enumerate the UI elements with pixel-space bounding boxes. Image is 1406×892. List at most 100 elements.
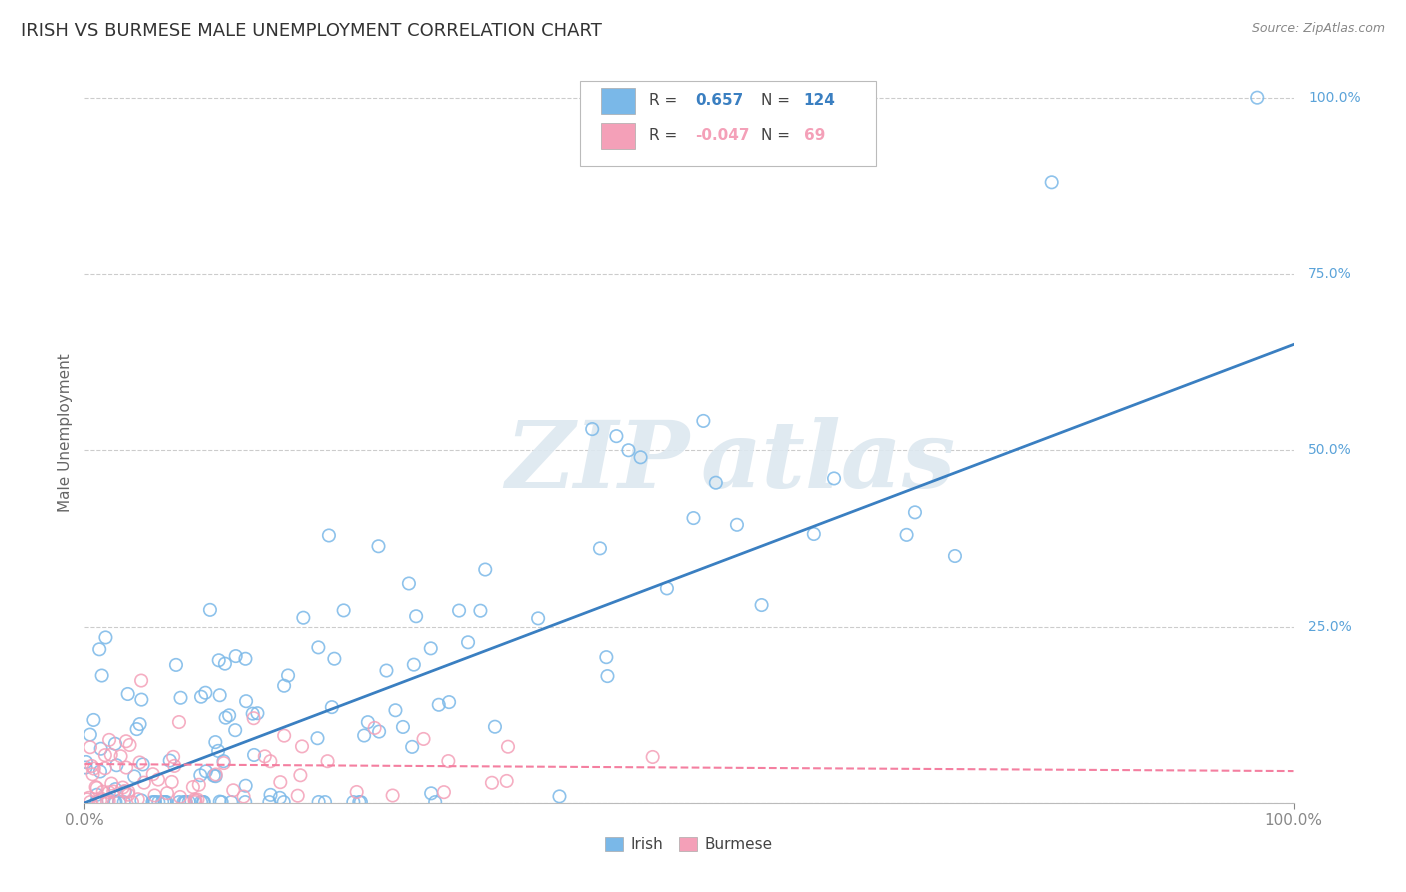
Point [363,721,385,735]
Point [148,795,170,809]
Point [349,795,371,809]
Point [104,795,127,809]
Point [655,582,678,596]
Point [273,795,295,809]
Point [194,764,217,779]
Point [117,785,139,799]
Point [596,669,619,683]
Text: R =: R = [650,128,678,144]
Point [100,776,122,790]
Point [84,795,107,809]
Point [108,795,131,809]
Point [96,795,118,809]
Point [143,795,166,809]
Point [581,422,603,436]
Text: ZIP: ZIP [505,417,689,508]
Text: 75.0%: 75.0% [1308,267,1351,281]
Point [419,641,441,656]
Point [208,688,231,702]
Point [159,754,181,768]
Point [292,611,315,625]
Text: -0.047: -0.047 [695,128,749,144]
Text: atlas: atlas [702,417,956,508]
Point [156,786,179,800]
Point [97,785,120,799]
Point [127,792,149,806]
Point [91,792,114,806]
Point [174,795,197,809]
Point [83,762,105,776]
Point [318,528,340,542]
Point [143,789,166,803]
Point [437,754,460,768]
Point [350,795,373,809]
Point [470,604,492,618]
Point [641,750,664,764]
Text: R =: R = [650,94,678,109]
Point [375,664,398,678]
Point [86,780,108,795]
Point [207,744,229,758]
Point [246,706,269,721]
Point [82,767,104,781]
Point [169,789,191,804]
Point [425,795,447,809]
Point [617,443,640,458]
Point [98,732,121,747]
Point [104,782,127,797]
Point [115,761,138,775]
Point [190,795,212,809]
Point [167,714,190,729]
Point [235,779,257,793]
Point [212,756,235,770]
FancyBboxPatch shape [581,81,876,166]
Point [94,631,117,645]
Point [212,754,235,768]
Point [100,747,122,762]
Point [191,795,214,809]
Bar [600,123,634,149]
Point [457,635,479,649]
Point [208,653,231,667]
Point [177,795,200,809]
Point [128,717,150,731]
Point [105,758,128,772]
Point [481,776,503,790]
Point [527,611,550,625]
Point [346,785,368,799]
Point [242,706,264,721]
Point [595,650,617,665]
Point [146,772,169,787]
Point [692,414,714,428]
Point [269,775,291,789]
Point [222,783,245,797]
Point [117,788,139,802]
Point [291,739,314,754]
Text: Source: ZipAtlas.com: Source: ZipAtlas.com [1251,22,1385,36]
Point [943,549,966,563]
Point [183,792,205,806]
Point [381,789,404,803]
Point [368,724,391,739]
Point [449,604,471,618]
Point [190,690,212,704]
Point [204,767,226,781]
Point [321,700,343,714]
Point [273,679,295,693]
Point [186,792,208,806]
Legend: Irish, Burmese: Irish, Burmese [599,830,779,858]
Point [548,789,571,804]
Point [187,778,209,792]
Point [104,737,127,751]
Point [259,795,281,809]
Point [165,657,187,672]
Point [184,794,207,808]
Point [433,785,456,799]
Bar [600,88,634,114]
Point [332,603,354,617]
Point [290,768,312,782]
Point [94,748,117,763]
Text: IRISH VS BURMESE MALE UNEMPLOYMENT CORRELATION CHART: IRISH VS BURMESE MALE UNEMPLOYMENT CORRE… [21,22,602,40]
Point [89,764,111,779]
Point [367,539,389,553]
